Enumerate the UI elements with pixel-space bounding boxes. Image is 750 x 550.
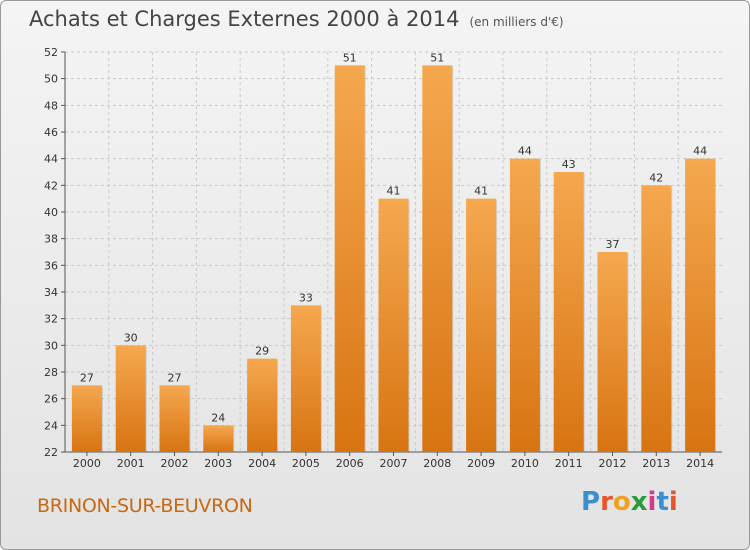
y-tick-label: 26: [44, 393, 58, 406]
y-tick-label: 28: [44, 366, 58, 379]
y-tick-label: 34: [44, 286, 58, 299]
data-label: 43: [562, 158, 576, 171]
location-name: BRINON-SUR-BEUVRON: [37, 495, 253, 517]
y-tick-label: 42: [44, 179, 58, 192]
y-tick-label: 50: [44, 73, 58, 86]
logo-letter: i: [668, 487, 678, 517]
logo-letter: o: [612, 487, 631, 517]
chart-title: Achats et Charges Externes 2000 à 2014 (e…: [29, 7, 564, 31]
chart-title-text: Achats et Charges Externes 2000 à 2014: [29, 7, 460, 31]
y-tick-label: 24: [44, 419, 58, 432]
data-label: 42: [649, 171, 663, 184]
labels: 22 24 26 28 30 32 34 36 38 40 42 44 46 48 50 52 27 2000 30…: [44, 46, 714, 470]
y-tick-label: 40: [44, 206, 58, 219]
logo-letter: x: [630, 487, 648, 517]
x-tick-label: 2009: [467, 457, 495, 470]
bar-2013: [641, 185, 672, 453]
logo-letter: t: [656, 487, 669, 517]
bar-2007: [378, 198, 409, 452]
bar-2014: [685, 158, 716, 452]
x-tick-label: 2007: [380, 457, 408, 470]
data-label: 33: [299, 291, 313, 304]
bar-2010: [509, 158, 540, 452]
data-label: 27: [168, 371, 182, 384]
x-tick-label: 2013: [642, 457, 670, 470]
data-label: 24: [211, 411, 225, 424]
bar-2006: [334, 65, 365, 452]
bar-2008: [422, 65, 453, 452]
data-label: 51: [430, 51, 444, 64]
x-tick-label: 2002: [161, 457, 189, 470]
data-label: 41: [387, 185, 401, 198]
x-tick-label: 2014: [686, 457, 714, 470]
bar-2004: [247, 358, 278, 452]
bar-2009: [466, 198, 497, 452]
y-tick-label: 52: [44, 46, 58, 59]
x-tick-label: 2003: [204, 457, 232, 470]
x-tick-label: 2006: [336, 457, 364, 470]
bar-2012: [597, 252, 628, 452]
data-label: 27: [80, 371, 94, 384]
bars: [71, 65, 717, 453]
bar-2002: [159, 385, 190, 452]
x-tick-label: 2008: [423, 457, 451, 470]
chart-unit-note: (en milliers d'€): [469, 15, 564, 29]
data-label: 29: [255, 345, 269, 358]
x-tick-label: 2000: [73, 457, 101, 470]
x-tick-label: 2010: [511, 457, 539, 470]
y-tick-label: 30: [44, 339, 58, 352]
bar-2011: [553, 172, 584, 452]
bar-2005: [290, 305, 321, 452]
data-label: 41: [474, 185, 488, 198]
y-tick-label: 38: [44, 233, 58, 246]
bar-2003: [203, 425, 234, 452]
logo-letter: P: [581, 487, 601, 517]
y-tick-label: 46: [44, 126, 58, 139]
y-tick-label: 44: [44, 153, 58, 166]
data-label: 37: [606, 238, 620, 251]
logo-letter: r: [600, 487, 613, 517]
data-label: 44: [693, 145, 707, 158]
x-tick-label: 2005: [292, 457, 320, 470]
proxiti-logo[interactable]: Proxiti: [581, 487, 678, 517]
data-label: 44: [518, 145, 532, 158]
y-tick-label: 36: [44, 259, 58, 272]
bar-2000: [71, 385, 102, 452]
data-label: 51: [343, 51, 357, 64]
y-tick-label: 22: [44, 446, 58, 459]
bar-2001: [115, 345, 146, 452]
x-tick-label: 2011: [555, 457, 583, 470]
logo-letter: i: [647, 487, 657, 517]
data-label: 30: [124, 331, 138, 344]
y-tick-label: 48: [44, 99, 58, 112]
y-tick-label: 32: [44, 313, 58, 326]
x-tick-label: 2001: [117, 457, 145, 470]
x-tick-label: 2004: [248, 457, 276, 470]
x-tick-label: 2012: [599, 457, 627, 470]
